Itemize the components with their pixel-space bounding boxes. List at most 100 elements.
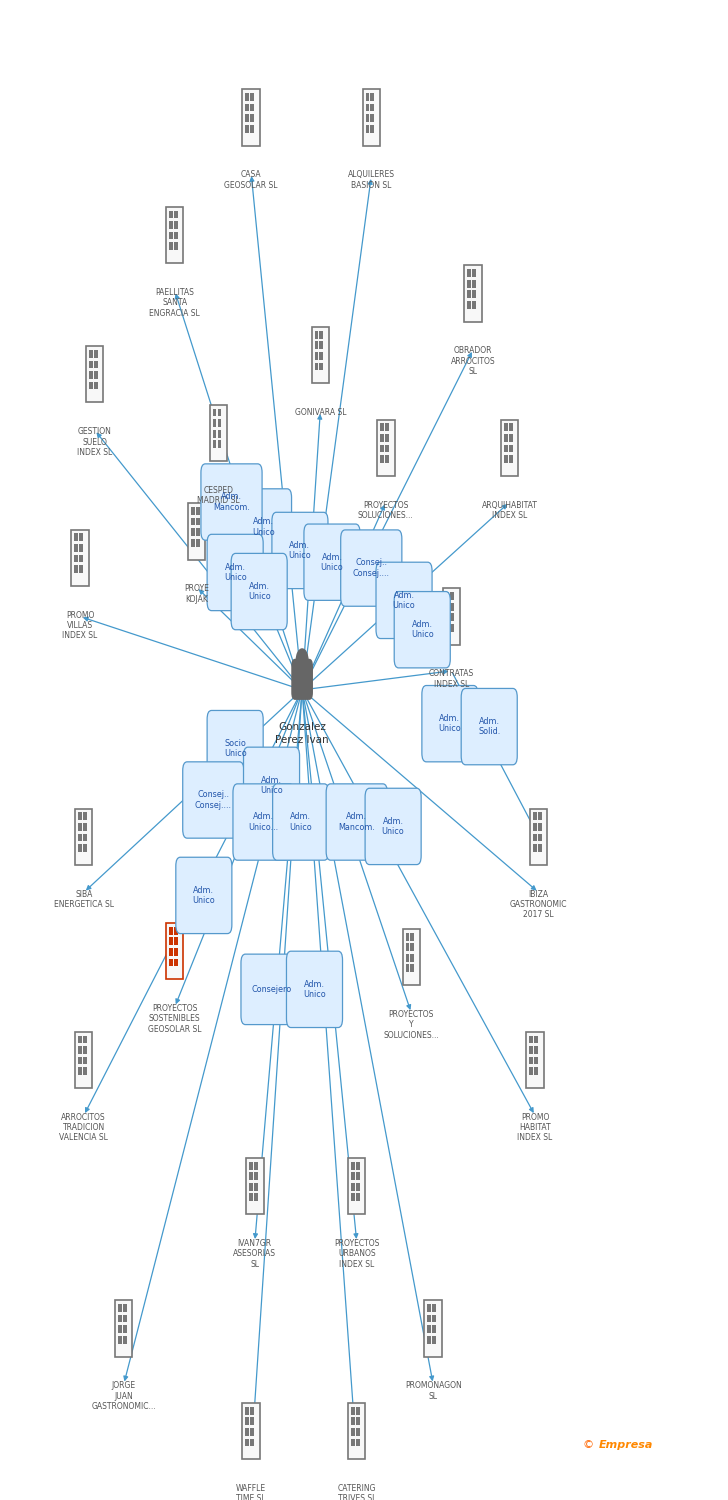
Text: SIBA
ENERGETICA SL: SIBA ENERGETICA SL (54, 890, 114, 909)
Bar (249, 1162, 253, 1170)
Bar (169, 210, 173, 219)
Text: PROMO
HABITAT
INDEX SL: PROMO HABITAT INDEX SL (518, 1113, 553, 1143)
Text: Adm.
Unico: Adm. Unico (381, 816, 405, 836)
FancyBboxPatch shape (243, 747, 300, 824)
Bar (509, 423, 513, 430)
FancyBboxPatch shape (201, 464, 262, 540)
Bar (115, 1300, 132, 1356)
Text: IVAN7GR
ASESORIAS
SL: IVAN7GR ASESORIAS SL (233, 1239, 277, 1269)
Text: Adm.
Unico...: Adm. Unico... (248, 813, 279, 831)
Bar (472, 270, 476, 278)
Bar (509, 433, 513, 441)
Bar (432, 1314, 436, 1323)
Bar (74, 555, 78, 562)
Text: ©: © (582, 1440, 593, 1450)
Bar (118, 1314, 122, 1323)
Bar (196, 538, 199, 546)
Bar (94, 370, 98, 380)
Bar (78, 1046, 82, 1054)
Text: Consej..
Consej....: Consej.. Consej.... (353, 558, 389, 578)
Bar (365, 93, 369, 100)
Bar (174, 243, 178, 250)
Bar (245, 1418, 249, 1425)
Bar (351, 1162, 355, 1170)
Bar (78, 824, 82, 831)
FancyBboxPatch shape (376, 562, 432, 639)
Bar (245, 1407, 249, 1414)
Bar (356, 1418, 360, 1425)
Bar (213, 420, 216, 428)
Bar (79, 544, 83, 552)
Bar (446, 592, 449, 600)
Text: PROYE
KOJAK: PROYE KOJAK (184, 584, 209, 603)
Bar (356, 1428, 360, 1436)
Bar (405, 944, 409, 951)
Text: Adm.
Unico: Adm. Unico (260, 776, 283, 795)
Bar (89, 370, 92, 380)
Bar (118, 1326, 122, 1334)
Bar (446, 603, 449, 610)
Bar (246, 1158, 264, 1214)
Text: Adm.
Unico: Adm. Unico (320, 552, 344, 572)
Bar (403, 928, 420, 986)
Bar (365, 124, 369, 132)
Bar (249, 1184, 253, 1191)
Bar (509, 444, 513, 453)
Text: Adm.
Unico: Adm. Unico (252, 518, 275, 537)
Text: OBRADOR
ARROCITOS
SL: OBRADOR ARROCITOS SL (451, 346, 496, 376)
Bar (427, 1314, 431, 1323)
Bar (78, 834, 82, 842)
Bar (254, 1184, 258, 1191)
Bar (123, 1314, 127, 1323)
Bar (371, 114, 374, 122)
Bar (314, 332, 318, 339)
Text: Adm.
Unico: Adm. Unico (411, 620, 434, 639)
Text: Socio
Unico: Socio Unico (223, 740, 247, 759)
Bar (79, 566, 83, 573)
Bar (380, 444, 384, 453)
Bar (254, 1162, 258, 1170)
Text: ALQUILERES
BASION SL: ALQUILERES BASION SL (348, 171, 395, 189)
Bar (78, 1066, 82, 1076)
Bar (405, 954, 409, 962)
Bar (78, 844, 82, 852)
Bar (118, 1336, 122, 1344)
Bar (74, 534, 78, 542)
Bar (242, 1402, 260, 1460)
Bar (356, 1407, 360, 1414)
Bar (196, 528, 199, 536)
Bar (94, 360, 98, 369)
Bar (218, 408, 221, 417)
Bar (411, 944, 414, 951)
Bar (213, 430, 216, 438)
Bar (365, 114, 369, 122)
Circle shape (296, 650, 308, 672)
Text: GONIVARA SL: GONIVARA SL (295, 408, 346, 417)
Text: Adm.
Unico: Adm. Unico (303, 980, 326, 999)
Bar (351, 1418, 355, 1425)
FancyBboxPatch shape (341, 530, 402, 606)
Bar (533, 834, 537, 842)
Bar (467, 302, 471, 309)
FancyBboxPatch shape (326, 784, 387, 859)
Bar (169, 958, 173, 966)
Bar (245, 1438, 249, 1446)
Bar (191, 518, 194, 525)
Bar (356, 1438, 360, 1446)
Bar (191, 538, 194, 546)
Text: IBIZA
GASTRONOMIC
2017 SL: IBIZA GASTRONOMIC 2017 SL (510, 890, 567, 920)
Text: ARQUIHABITAT
INDEX SL: ARQUIHABITAT INDEX SL (482, 501, 537, 520)
Bar (472, 302, 476, 309)
Bar (254, 1173, 258, 1180)
Bar (250, 1428, 254, 1436)
FancyBboxPatch shape (176, 858, 232, 933)
Bar (467, 280, 471, 288)
Bar (89, 381, 92, 390)
Bar (94, 381, 98, 390)
Bar (385, 433, 389, 441)
Bar (446, 624, 449, 632)
Bar (451, 592, 454, 600)
Bar (79, 534, 83, 542)
Bar (83, 1046, 87, 1054)
Bar (218, 441, 221, 448)
